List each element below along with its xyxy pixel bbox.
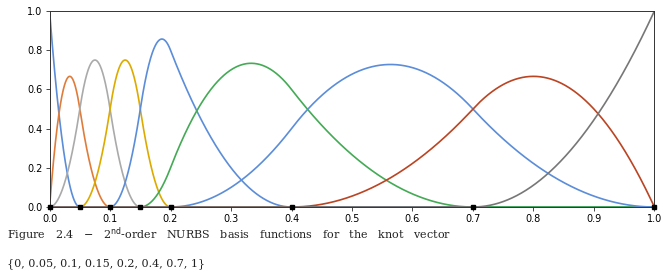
Text: Figure   2.4   $-$   2$^{\rm nd}$-order   NURBS   basis   functions   for   the : Figure 2.4 $-$ 2$^{\rm nd}$-order NURBS … — [7, 225, 451, 243]
Text: {0, 0.05, 0.1, 0.15, 0.2, 0.4, 0.7, 1}: {0, 0.05, 0.1, 0.15, 0.2, 0.4, 0.7, 1} — [7, 258, 205, 269]
